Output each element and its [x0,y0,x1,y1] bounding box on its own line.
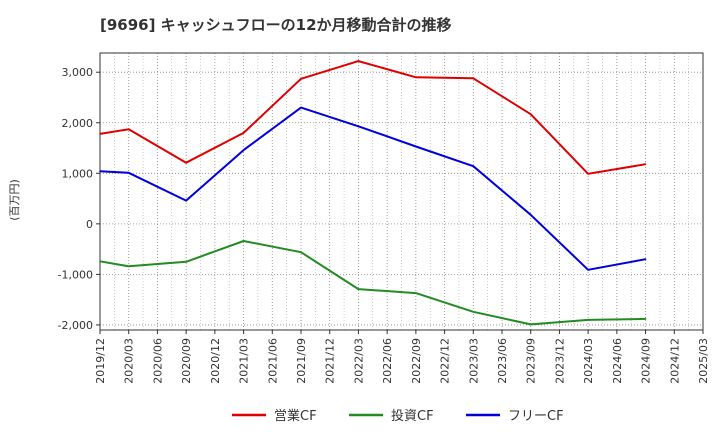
x-tick-label: 2022/06 [381,338,394,384]
data-point [300,106,302,109]
x-tick-label: 2019/12 [94,338,107,384]
x-tick-label: 2023/06 [496,338,509,384]
data-point [300,251,302,253]
data-point [185,199,187,202]
y-tick-label: 0 [86,218,93,231]
data-point [472,311,475,313]
data-point [99,260,101,263]
series-2 [99,240,647,326]
x-tick-label: 2024/03 [582,338,595,384]
y-tick-label: -1,000 [58,268,93,281]
data-point [357,288,360,290]
x-tick-label: 2024/12 [668,338,681,384]
data-point [415,292,417,294]
series-line [99,60,646,175]
y-axis-label: (百万円) [8,179,21,221]
x-tick-label: 2024/06 [611,338,624,384]
data-point [99,133,101,135]
legend: 営業CF 投資CF フリーCF [232,408,564,424]
x-tick-label: 2022/12 [439,338,452,384]
y-tick-label: 1,000 [62,167,94,180]
series-1 [99,60,647,175]
data-point [185,161,187,164]
y-tick-label: -2,000 [58,319,93,332]
data-point [587,173,589,175]
x-tick-label: 2020/03 [123,338,136,384]
x-tick-label: 2023/03 [467,338,480,384]
data-point [644,163,647,166]
grid-lines [100,53,703,330]
data-point [644,318,647,320]
data-point [127,171,130,174]
legend-label: 投資CF [391,408,434,424]
x-tick-label: 2024/09 [640,338,653,384]
x-tick-label: 2022/09 [410,338,423,384]
x-axis-ticks: 2019/12 2020/03 2020/06 2020/09 2020/12 2021/… [94,330,710,384]
x-tick-label: 2021/12 [324,338,337,384]
data-point [587,319,589,321]
series-lines [99,60,647,326]
x-tick-label: 2022/03 [352,338,365,384]
series-3 [99,106,647,271]
data-point [300,77,302,80]
data-point [242,149,245,151]
x-tick-label: 2020/12 [209,338,222,384]
data-point [127,265,130,268]
data-point [529,323,532,326]
x-tick-label: 2021/03 [238,338,251,384]
x-tick-label: 2025/03 [697,338,710,384]
plot-area [99,52,704,331]
data-point [415,145,417,148]
x-tick-label: 2023/12 [553,338,566,384]
data-point [587,269,589,271]
data-point [242,132,245,134]
data-point [472,165,475,168]
legend-label: 営業CF [274,408,317,424]
data-point [529,213,532,216]
data-point [99,170,101,173]
x-tick-label: 2021/09 [295,338,308,384]
data-point [185,260,187,263]
data-point [127,128,130,131]
data-point [357,125,360,128]
chart-title: [9696] キャッシュフローの12か月移動合計の推移 [100,16,452,34]
y-tick-label: 3,000 [62,66,94,79]
x-tick-label: 2023/09 [525,338,538,384]
data-point [644,258,647,261]
x-tick-label: 2020/06 [151,338,164,384]
y-tick-label: 2,000 [62,117,94,130]
data-point [357,60,360,62]
data-point [415,76,417,79]
data-point [529,113,532,115]
y-axis-ticks: -2,000 -1,000 0 1,000 2,000 3,000 [58,66,100,332]
data-point [472,77,475,80]
legend-label: フリーCF [508,409,564,424]
data-point [242,240,245,242]
x-tick-label: 2020/09 [180,338,193,384]
x-tick-label: 2021/06 [266,338,279,384]
